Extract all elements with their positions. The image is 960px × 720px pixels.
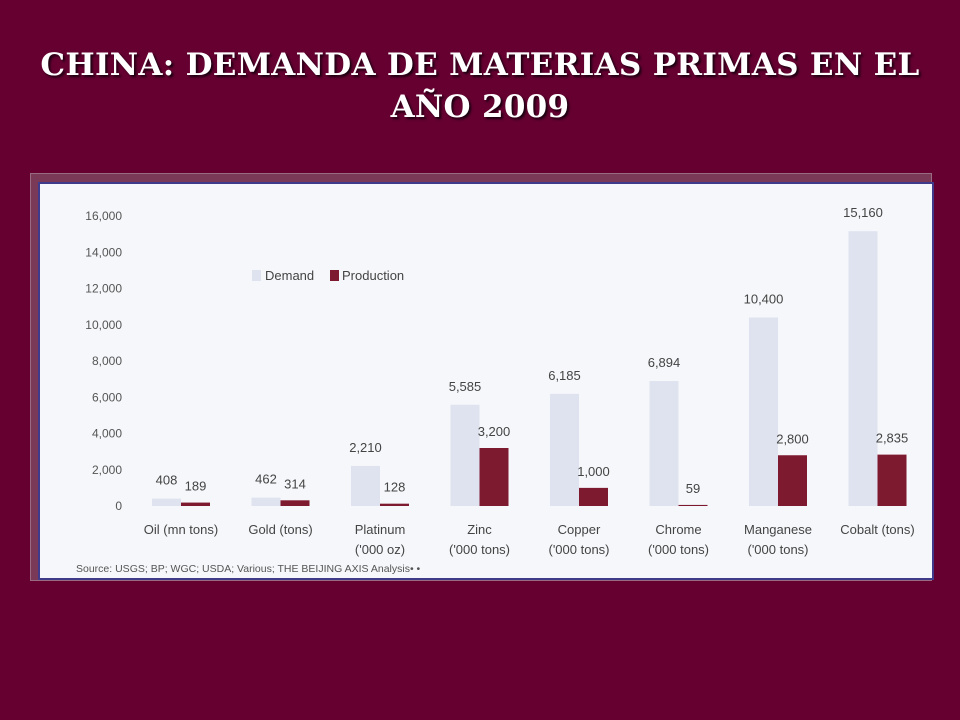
category-label: Zinc [467, 522, 492, 537]
bar-demand [649, 381, 679, 506]
category-label: Cobalt (tons) [840, 522, 914, 537]
bar-production [579, 487, 608, 506]
slide-title-line-2: AÑO 2009 [390, 89, 570, 125]
data-label-production: 59 [686, 481, 700, 496]
y-tick-label: 0 [115, 499, 122, 513]
data-label-production: 1,000 [577, 464, 610, 479]
source-note: Source: USGS; BP; WGC; USDA; Various; TH… [76, 563, 421, 575]
legend-label-production: Production [342, 268, 404, 283]
bar-demand [450, 404, 480, 506]
category-label: Gold (tons) [248, 522, 312, 537]
category-label: ('000 oz) [355, 542, 405, 557]
bar-chart: 16,000 14,000 12,000 10,000 8,000 6,000 4,000 2… [76, 205, 915, 575]
x-axis: Oil (mn tons) Gold (tons) Platinum ('000 oz… [144, 522, 915, 557]
bar-demand [749, 317, 778, 506]
data-label-demand: 2,210 [349, 440, 382, 455]
legend-swatch-production [330, 270, 339, 281]
slide-title-line-1: CHINA: DEMANDA DE MATERIAS PRIMAS EN EL [40, 47, 920, 83]
data-label-demand: 6,894 [648, 355, 681, 370]
y-tick-label: 4,000 [92, 427, 122, 441]
category-label: ('000 tons) [548, 542, 609, 557]
bar-production [778, 455, 807, 506]
data-label-production: 3,200 [478, 424, 511, 439]
category-label: Chrome [655, 522, 701, 537]
category-label: Manganese [744, 522, 812, 537]
y-tick-label: 2,000 [92, 463, 122, 477]
data-label-demand: 408 [156, 473, 178, 488]
chart-panel: 16,000 14,000 12,000 10,000 8,000 6,000 4,000 2… [38, 182, 934, 580]
bar-demand [848, 231, 878, 506]
category-label: Oil (mn tons) [144, 522, 218, 537]
data-label-demand: 462 [255, 472, 277, 487]
category-label: Platinum [355, 522, 406, 537]
y-tick-label: 8,000 [92, 354, 122, 368]
y-tick-label: 12,000 [85, 282, 122, 296]
data-label-demand: 10,400 [744, 292, 784, 307]
bar-production [280, 500, 310, 506]
bar-demand [351, 465, 380, 506]
legend: Demand Production [252, 268, 404, 283]
legend-swatch-demand [252, 270, 261, 281]
data-label-production: 314 [284, 476, 306, 491]
data-label-production: 189 [185, 479, 207, 494]
bar-production [380, 503, 409, 506]
y-tick-label: 6,000 [92, 390, 122, 404]
data-label-production: 2,800 [776, 431, 809, 446]
data-label-demand: 6,185 [548, 368, 581, 383]
bars: 408 189 462 314 2,210 128 5,585 3,200 6,185 1,000… [152, 205, 908, 506]
y-tick-label: 14,000 [85, 245, 122, 259]
data-label-production: 128 [384, 480, 406, 495]
y-tick-label: 10,000 [85, 318, 122, 332]
category-label: ('000 tons) [747, 542, 808, 557]
bar-production [181, 502, 210, 506]
bar-demand [251, 497, 281, 506]
y-tick-label: 16,000 [85, 209, 122, 223]
bar-production [479, 448, 509, 506]
data-label-production: 2,835 [876, 431, 909, 446]
bar-demand [152, 498, 181, 506]
category-label: Copper [558, 522, 601, 537]
category-label: ('000 tons) [449, 542, 510, 557]
data-label-demand: 15,160 [843, 205, 883, 220]
bar-production [678, 504, 708, 506]
data-label-demand: 5,585 [449, 379, 482, 394]
y-axis: 16,000 14,000 12,000 10,000 8,000 6,000 4,000 2… [85, 209, 122, 513]
category-label: ('000 tons) [648, 542, 709, 557]
bar-production [877, 454, 907, 506]
slide-title: CHINA: DEMANDA DE MATERIAS PRIMAS EN EL … [40, 44, 920, 128]
bar-demand [550, 393, 579, 506]
legend-label-demand: Demand [265, 268, 314, 283]
